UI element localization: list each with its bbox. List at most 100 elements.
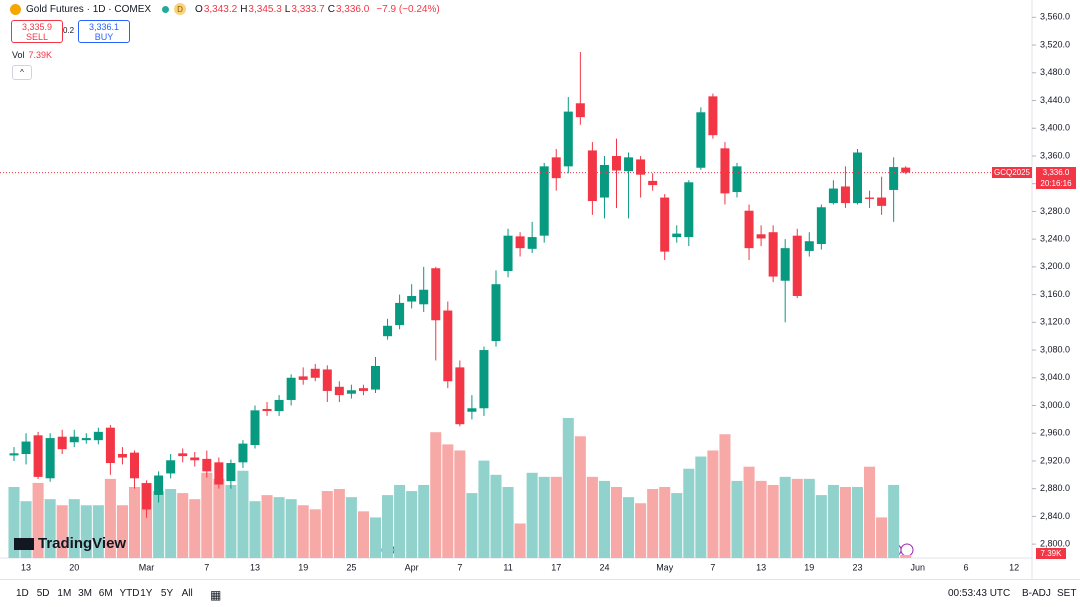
symbol-title[interactable]: Gold Futures · 1D · COMEX <box>26 3 152 15</box>
volume-bar <box>333 489 345 558</box>
volume-bar <box>430 432 442 558</box>
candle-body <box>612 155 621 171</box>
volume-bar <box>454 450 466 558</box>
candle-body <box>166 460 176 474</box>
candle-body <box>672 233 682 238</box>
y-tick-label: 2,960.0 <box>1040 428 1070 438</box>
volume-bar <box>104 478 116 558</box>
volume-bar <box>261 495 273 558</box>
volume-bar <box>598 480 610 558</box>
candle-body <box>178 453 188 457</box>
sell-label: SELL <box>25 31 49 42</box>
volume-bar <box>864 466 876 558</box>
y-tick-label: 2,880.0 <box>1040 483 1070 493</box>
candle-body <box>33 435 43 477</box>
settings-button[interactable]: SET <box>1057 588 1077 599</box>
x-tick-label: 25 <box>346 562 356 572</box>
price-label-value: 3,336.0 <box>1042 167 1070 177</box>
range-button[interactable]: All <box>181 588 193 599</box>
candle-body <box>732 166 742 193</box>
candle-body <box>310 368 320 378</box>
volume-bar <box>610 486 623 558</box>
volume-bar <box>80 505 92 558</box>
volume-bar <box>550 476 562 558</box>
candle-body <box>190 457 200 461</box>
candle-body <box>395 302 405 326</box>
candle-body <box>130 452 139 479</box>
x-tick-label: 17 <box>551 562 561 572</box>
volume-bar <box>201 472 213 558</box>
candle-body <box>117 454 127 458</box>
candle-body <box>9 453 19 456</box>
range-button[interactable]: 6M <box>98 588 113 599</box>
y-tick-label: 3,160.0 <box>1040 289 1070 299</box>
y-tick-label: 2,920.0 <box>1040 455 1070 465</box>
volume-bar <box>442 444 454 558</box>
x-tick-label: 19 <box>298 562 308 572</box>
candle-body <box>202 458 212 472</box>
x-tick-label: Mar <box>139 562 155 572</box>
sell-price: 3,335.9 <box>21 21 53 32</box>
candle-body <box>587 150 597 202</box>
sell-button[interactable]: 3,335.9 SELL <box>11 20 63 43</box>
candle-body <box>262 408 272 412</box>
volume-bar <box>526 472 538 558</box>
range-button[interactable]: 1D <box>16 588 29 599</box>
candle-body <box>696 112 706 168</box>
y-tick-label: 3,120.0 <box>1040 317 1070 327</box>
volume-bar <box>623 497 635 558</box>
candle-body <box>539 166 549 236</box>
volume-bar <box>128 486 141 558</box>
y-tick-label: 2,840.0 <box>1040 511 1070 521</box>
logo: TradingView <box>14 535 126 552</box>
range-button[interactable]: 1Y <box>140 588 153 599</box>
volume-bar <box>273 497 285 558</box>
volume-bar <box>357 511 369 558</box>
symbol-label: GCQ2025 <box>992 167 1032 179</box>
y-tick-label: 3,080.0 <box>1040 344 1070 354</box>
volume-bar <box>285 499 297 558</box>
volume-bar <box>297 505 309 558</box>
date-range-icon[interactable]: ▦ <box>210 588 222 602</box>
x-tick-label: 19 <box>804 562 814 572</box>
volume-bar <box>116 505 128 558</box>
ohlc-key: L <box>284 3 291 15</box>
candle-body <box>346 390 356 394</box>
buy-price: 3,336.1 <box>88 21 120 32</box>
volume-bar <box>8 486 20 558</box>
volume-bar <box>779 476 791 558</box>
candle-body <box>250 410 260 446</box>
ohlc-value: 3,345.3 <box>248 3 282 15</box>
range-button[interactable]: 3M <box>78 588 92 599</box>
range-button[interactable]: 1M <box>57 588 72 599</box>
volume-bar <box>418 484 430 558</box>
volume-bar <box>719 434 731 558</box>
event-marker[interactable] <box>900 543 914 557</box>
buy-button[interactable]: 3,336.1 BUY <box>78 20 130 43</box>
volume-bar <box>743 466 755 558</box>
y-tick-label: 3,280.0 <box>1040 206 1070 216</box>
volume-bar <box>153 491 165 558</box>
adjust-button[interactable]: B-ADJ <box>1022 588 1051 599</box>
range-button[interactable]: 5D <box>36 588 50 599</box>
collapse-button[interactable]: ^ <box>12 65 32 80</box>
candle-body <box>660 197 670 252</box>
range-button[interactable]: 5Y <box>160 588 174 599</box>
volume-bar <box>803 478 815 558</box>
volume-bar <box>562 418 574 558</box>
candle-body <box>431 268 441 321</box>
volume-bar <box>514 523 526 558</box>
volume-price-label: 7.39K <box>1036 548 1066 559</box>
x-tick-label: Apr <box>405 562 419 572</box>
candle-body <box>322 369 332 391</box>
ohlc-key: O <box>195 3 203 15</box>
y-tick-label: 2,800.0 <box>1040 539 1070 549</box>
ohlc-key: C <box>327 3 335 15</box>
volume-legend: Vol 7.39K <box>12 50 52 60</box>
range-button[interactable]: YTD <box>119 588 140 599</box>
volume-bar <box>309 509 321 558</box>
candle-body <box>479 350 489 409</box>
x-tick-label: 13 <box>21 562 31 572</box>
ohlc: O 3,343.2 H 3,345.3 L 3,333.7 C 3,336.0 <box>195 4 371 15</box>
candle-body <box>901 167 911 173</box>
